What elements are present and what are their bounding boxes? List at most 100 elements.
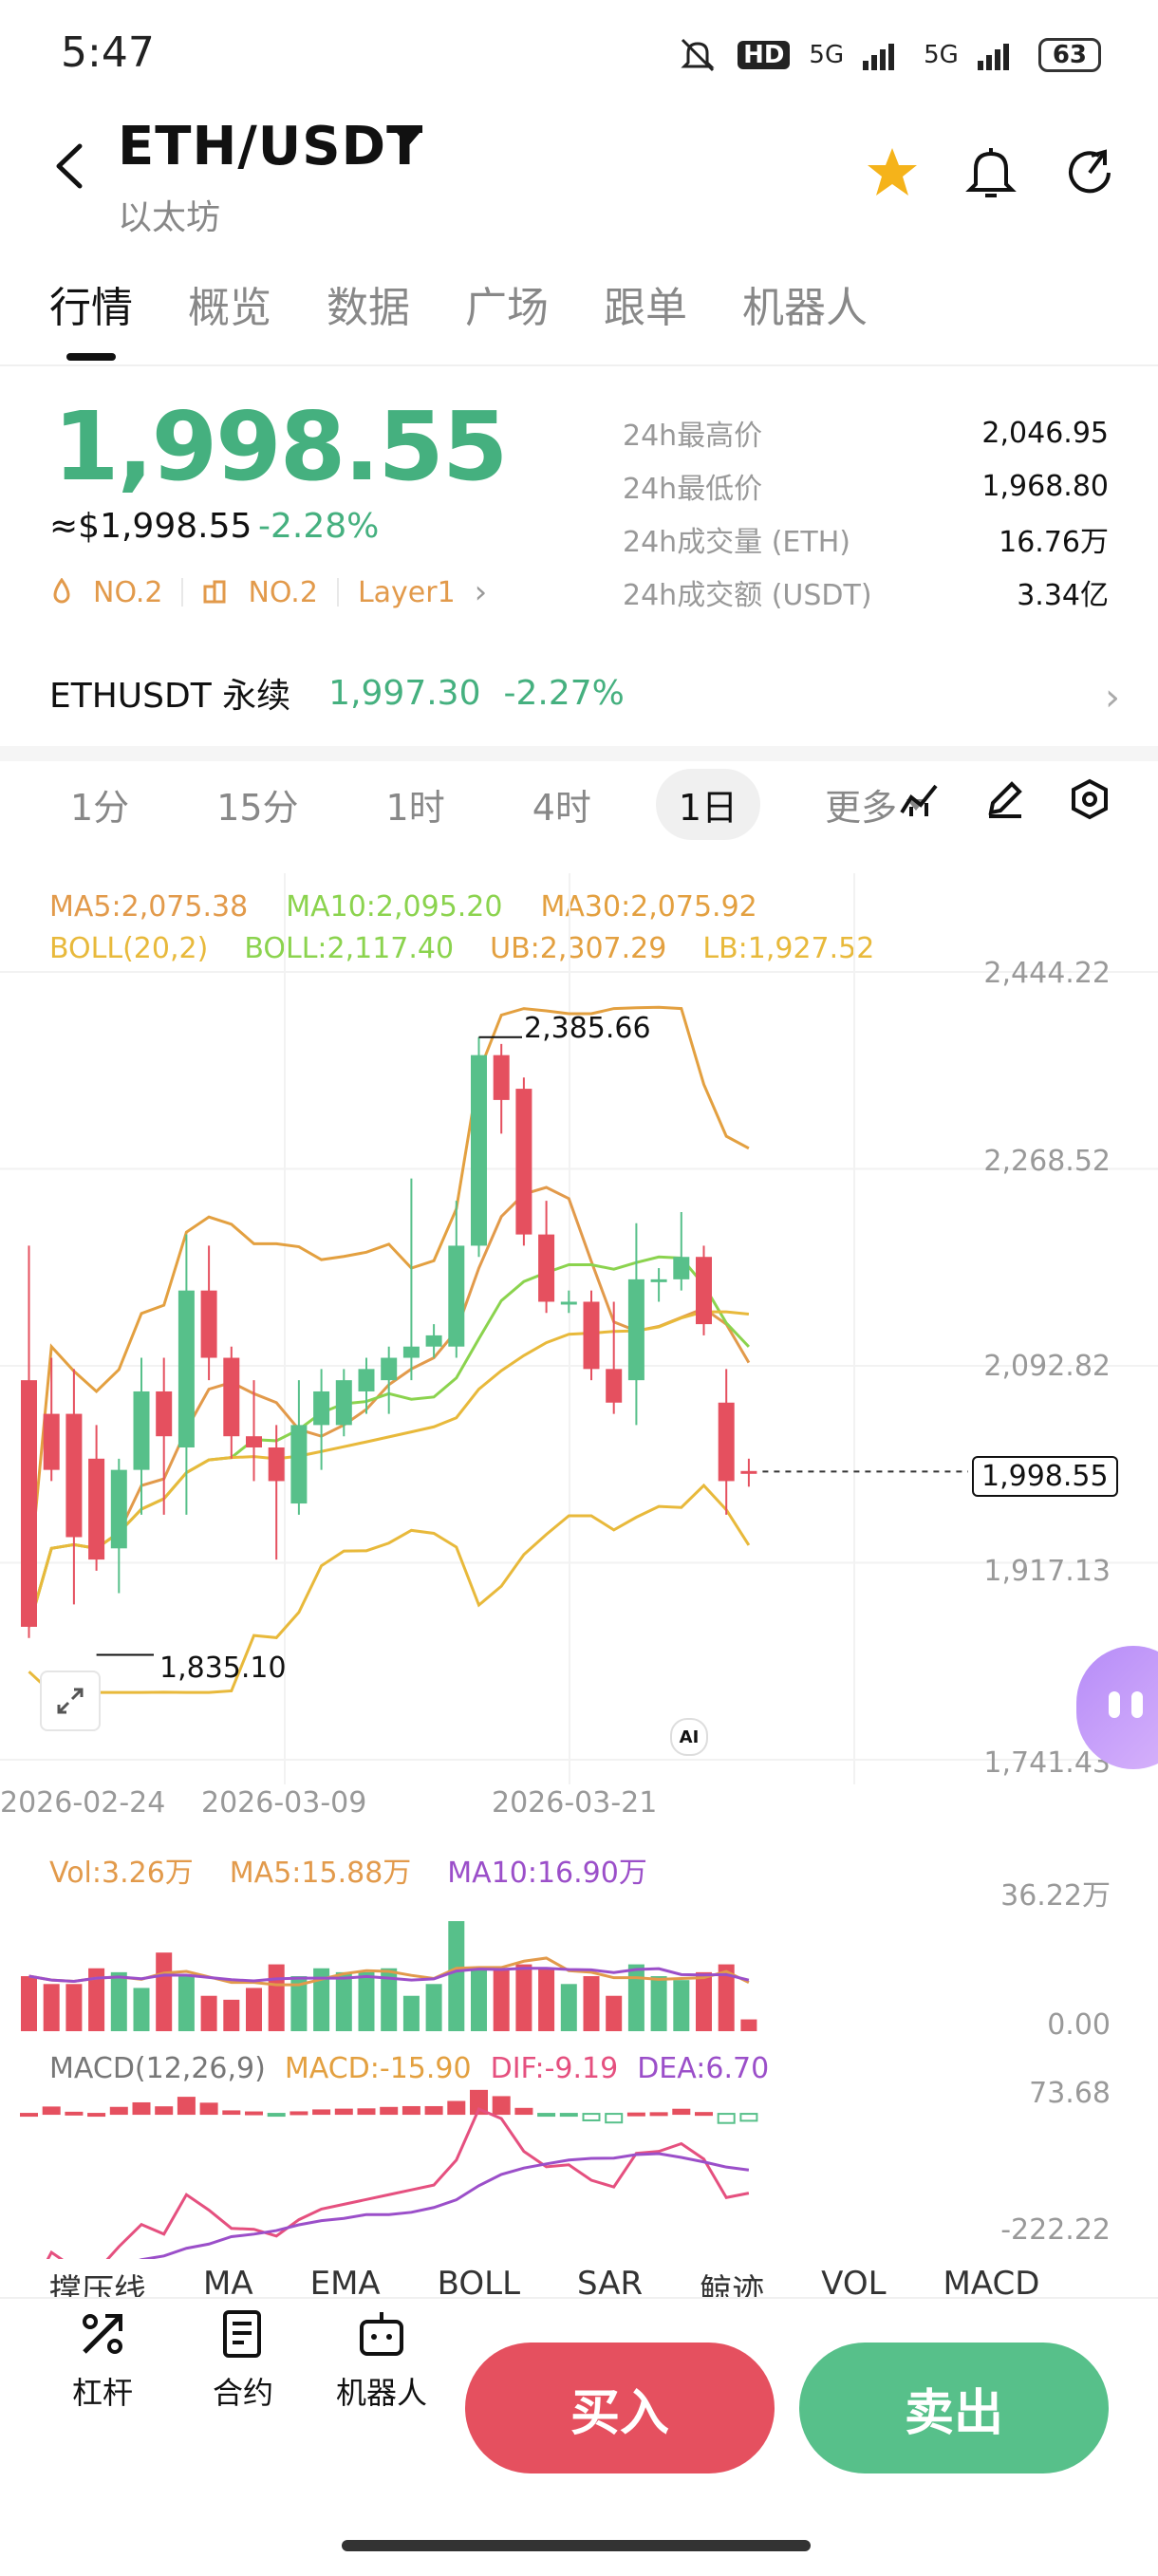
volume-bar <box>718 1964 735 2031</box>
macd-histogram-bar <box>245 2111 263 2116</box>
vol-ma10-label: MA10:16.90万 <box>447 1857 647 1890</box>
stat-row-high: 24h最高价 2,046.95 <box>623 406 1109 459</box>
volume-bar <box>448 1921 465 2031</box>
macd-histogram-bar <box>514 2107 533 2116</box>
macd-histogram-bar <box>222 2110 241 2116</box>
pair-dropdown-icon[interactable] <box>397 133 420 146</box>
ai-badge[interactable]: AI <box>670 1718 708 1756</box>
ind-tab-sar[interactable]: SAR <box>577 2265 644 2297</box>
assistant-floater[interactable] <box>1076 1646 1158 1769</box>
signal-icon-2 <box>977 44 1009 70</box>
volume-bar <box>156 1952 173 2031</box>
vol-axis-label: 36.22万 <box>1000 1879 1111 1913</box>
buy-button[interactable]: 买入 <box>465 2343 775 2473</box>
macd-params-label: MACD(12,26,9) <box>49 2052 266 2085</box>
volume-bar <box>381 1968 398 2031</box>
ind-tab-ma[interactable]: MA <box>203 2265 253 2297</box>
ind-tab-support[interactable]: 撑压线 <box>49 2272 146 2297</box>
interval-15m[interactable]: 15分 <box>216 787 299 829</box>
x-axis-label: 2026-03-21 <box>492 1786 658 1820</box>
macd-histogram-bar <box>109 2106 128 2116</box>
candle-body <box>740 1470 757 1474</box>
chevron-right-icon: › <box>474 573 488 611</box>
macd-histogram-bar <box>559 2113 578 2118</box>
section-divider <box>0 746 1158 761</box>
rank-tag-hot: NO.2 <box>93 575 163 609</box>
high-annotation: 2,385.66 <box>524 1012 651 1045</box>
volume-bar <box>290 1976 308 2031</box>
back-arrow-icon[interactable] <box>51 142 89 190</box>
candle-body <box>381 1357 398 1381</box>
bell-icon[interactable] <box>961 142 1021 203</box>
fire-icon <box>53 578 70 604</box>
candle-body <box>673 1257 690 1279</box>
leverage-button[interactable]: 杠杆 <box>72 2308 133 2413</box>
macd-histogram-bar <box>380 2106 399 2116</box>
mute-bell-icon <box>681 38 715 72</box>
candlestick-chart[interactable] <box>0 873 1158 1784</box>
ind-tab-whale[interactable]: 鲸迹 <box>700 2272 765 2297</box>
volume-chart <box>21 1921 757 2031</box>
macd-histogram-bar <box>492 2096 511 2116</box>
draw-pen-icon[interactable] <box>983 778 1025 820</box>
sell-button[interactable]: 卖出 <box>799 2343 1109 2473</box>
macd-histogram-bar <box>605 2113 624 2124</box>
macd-histogram-bar <box>447 2100 466 2116</box>
candle-body <box>538 1234 555 1302</box>
volume-bar <box>673 1980 690 2031</box>
candle-body <box>425 1335 442 1347</box>
volume-bar <box>335 1971 352 2031</box>
dif-label: DIF:-9.19 <box>490 2052 619 2085</box>
interval-1d[interactable]: 1日 <box>655 769 761 840</box>
interval-1h[interactable]: 1时 <box>385 787 445 829</box>
tag-row[interactable]: NO.2 NO.2 Layer1 › <box>49 573 487 611</box>
candle-body <box>583 1301 600 1370</box>
volume-bar <box>740 2019 757 2031</box>
perpetual-price: 1,997.30 <box>328 673 481 713</box>
chart-tools <box>898 778 1111 820</box>
macd-chart <box>20 2089 758 2259</box>
macd-histogram-bar <box>717 2113 736 2124</box>
vol-axis-label: 0.00 <box>1047 2008 1111 2042</box>
candle-body <box>268 1447 285 1482</box>
volume-bar <box>268 1964 285 2031</box>
candle-body <box>515 1089 532 1235</box>
tab-robot[interactable]: 机器人 <box>742 284 868 332</box>
candle-body <box>246 1436 262 1448</box>
indicator-icon[interactable] <box>898 778 940 820</box>
star-icon[interactable] <box>862 142 923 203</box>
tab-data[interactable]: 数据 <box>327 284 410 332</box>
ind-tab-vol[interactable]: VOL <box>821 2265 887 2297</box>
dea-line <box>139 2152 750 2259</box>
perpetual-row[interactable]: ETHUSDT 永续 1,997.30 -2.27% <box>49 668 625 718</box>
low-annotation: 1,835.10 <box>159 1652 287 1685</box>
candle-body <box>335 1380 352 1426</box>
contract-button[interactable]: 合约 <box>213 2308 273 2413</box>
share-icon[interactable] <box>1059 142 1120 203</box>
interval-4h[interactable]: 4时 <box>532 787 591 829</box>
volume-bar <box>65 1984 83 2031</box>
tab-square[interactable]: 广场 <box>465 284 549 332</box>
interval-1m[interactable]: 1分 <box>70 787 130 829</box>
ind-tab-macd[interactable]: MACD <box>943 2265 1040 2297</box>
status-time: 5:47 <box>61 28 155 77</box>
home-indicator[interactable] <box>342 2540 811 2551</box>
tab-market[interactable]: 行情 <box>49 284 133 332</box>
tab-overview[interactable]: 概览 <box>188 284 271 332</box>
macd-histogram-bar <box>626 2112 645 2117</box>
pair-title[interactable]: ETH/USDT <box>118 116 424 177</box>
candle-body <box>110 1469 127 1549</box>
macd-histogram-bar <box>470 2089 488 2116</box>
status-icons: HD 5G 5G 63 <box>677 34 1101 76</box>
contract-label: 合约 <box>213 2375 274 2411</box>
chevron-right-icon[interactable]: › <box>1105 676 1120 719</box>
ind-tab-boll[interactable]: BOLL <box>437 2265 521 2297</box>
main-tabs: 行情 概览 数据 广场 跟单 机器人 <box>49 273 923 334</box>
ind-tab-ema[interactable]: EMA <box>309 2265 381 2297</box>
expand-icon[interactable] <box>40 1671 101 1731</box>
robot-button[interactable]: 机器人 <box>336 2308 427 2413</box>
volume-bar <box>43 1984 60 2031</box>
vol-ma5-label: MA5:15.88万 <box>229 1857 412 1890</box>
tab-copy[interactable]: 跟单 <box>604 284 687 332</box>
settings-hex-icon[interactable] <box>1069 778 1111 820</box>
